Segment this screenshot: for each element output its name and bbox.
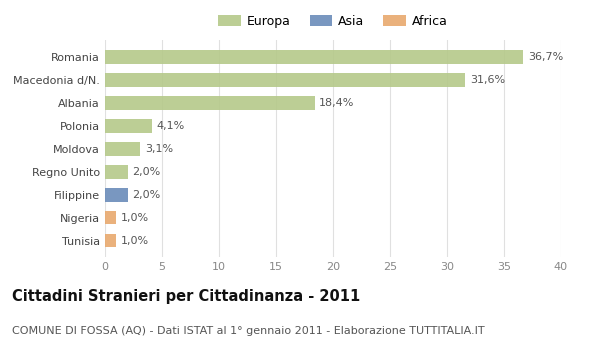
Bar (105, 142, 140, 156)
Bar (105, 50, 523, 64)
Bar (105, 233, 116, 247)
Text: 36,7%: 36,7% (528, 52, 563, 62)
Bar (105, 188, 128, 202)
Text: 18,4%: 18,4% (319, 98, 355, 108)
Text: 2,0%: 2,0% (133, 190, 161, 200)
Bar (105, 96, 315, 110)
Text: Cittadini Stranieri per Cittadinanza - 2011: Cittadini Stranieri per Cittadinanza - 2… (12, 289, 360, 304)
Text: 31,6%: 31,6% (470, 75, 505, 85)
Text: 3,1%: 3,1% (145, 144, 173, 154)
Text: 2,0%: 2,0% (133, 167, 161, 177)
Text: 1,0%: 1,0% (121, 236, 149, 245)
Text: COMUNE DI FOSSA (AQ) - Dati ISTAT al 1° gennaio 2011 - Elaborazione TUTTITALIA.I: COMUNE DI FOSSA (AQ) - Dati ISTAT al 1° … (12, 326, 485, 336)
Bar (105, 165, 128, 178)
Bar (105, 119, 152, 133)
Text: 1,0%: 1,0% (121, 212, 149, 223)
Text: 4,1%: 4,1% (156, 121, 185, 131)
Bar (105, 73, 465, 87)
Legend: Europa, Asia, Africa: Europa, Asia, Africa (213, 9, 453, 33)
Bar (105, 211, 116, 224)
